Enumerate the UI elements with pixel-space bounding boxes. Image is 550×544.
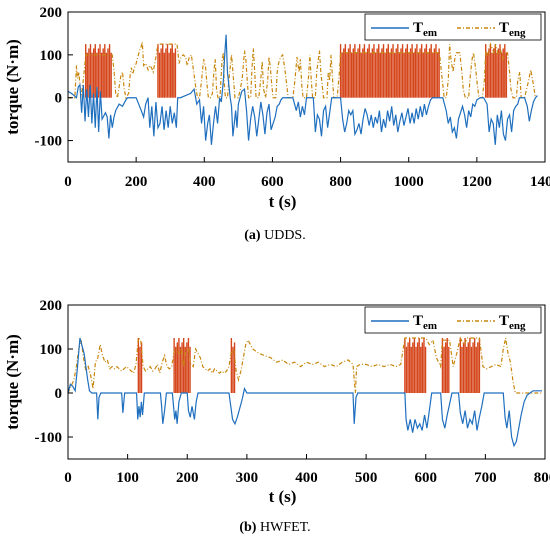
caption-letter: (a) bbox=[244, 228, 261, 243]
legend-box bbox=[364, 13, 542, 41]
x-tick-label: 200 bbox=[176, 470, 199, 486]
legend: Tem Teng bbox=[364, 306, 542, 334]
y-tick-label: 100 bbox=[40, 342, 63, 358]
x-tick-label: 400 bbox=[193, 174, 216, 190]
y-tick-label: 200 bbox=[40, 298, 63, 314]
legend-label-sub: em bbox=[423, 27, 437, 39]
caption-letter: (b) bbox=[239, 520, 257, 535]
y-tick-label: 100 bbox=[40, 48, 63, 64]
series-teng-line bbox=[68, 41, 537, 100]
y-tick-label: -100 bbox=[35, 134, 63, 150]
legend: Tem Teng bbox=[364, 13, 542, 41]
x-tick-label: 300 bbox=[236, 470, 259, 486]
plot-frame bbox=[67, 11, 546, 163]
x-tick-label: 1200 bbox=[462, 174, 492, 190]
legend-label-sub: em bbox=[423, 320, 437, 332]
series-tem-line bbox=[68, 34, 538, 145]
y-tick-label: 0 bbox=[55, 386, 63, 402]
x-tick-label: 100 bbox=[116, 470, 139, 486]
y-tick-label: 0 bbox=[55, 91, 63, 107]
x-axis-label: t (s) bbox=[269, 487, 297, 506]
caption-text: UDDS. bbox=[260, 228, 306, 243]
y-axis-label: torque (N·m) bbox=[3, 334, 22, 430]
engine-burst-group bbox=[85, 44, 508, 98]
chart-hwfet: -100 0 100 200 0 100 200 300 400 500 600 700 800 t (s… bbox=[3, 298, 550, 506]
x-tick-label: 0 bbox=[64, 470, 72, 486]
caption-hwfet: (b) HWFET. bbox=[0, 520, 550, 536]
x-tick-label: 600 bbox=[415, 470, 438, 486]
x-tick-label: 1400 bbox=[530, 174, 550, 190]
legend-label-sub: eng bbox=[509, 27, 526, 39]
x-tick-label: 800 bbox=[329, 174, 352, 190]
x-tick-label: 700 bbox=[474, 470, 497, 486]
x-tick-label: 400 bbox=[295, 470, 318, 486]
engine-burst-group bbox=[137, 338, 481, 393]
x-tick-label: 1000 bbox=[394, 174, 424, 190]
series-tem-line bbox=[68, 337, 543, 448]
y-tick-label: -100 bbox=[35, 430, 63, 446]
caption-udds: (a) UDDS. bbox=[0, 228, 550, 244]
plot-area bbox=[68, 336, 543, 448]
y-axis-label: torque (N·m) bbox=[3, 39, 22, 135]
legend-label-sub: eng bbox=[509, 320, 526, 332]
plot-area bbox=[68, 34, 538, 145]
x-tick-label: 200 bbox=[125, 174, 148, 190]
x-axis-label: t (s) bbox=[269, 192, 297, 211]
x-tick-label: 500 bbox=[355, 470, 378, 486]
x-tick-label: 600 bbox=[261, 174, 284, 190]
y-tick-label: 200 bbox=[40, 5, 63, 21]
caption-text: HWFET. bbox=[256, 520, 311, 535]
x-tick-label: 800 bbox=[534, 470, 550, 486]
chart-udds: -100 0 100 200 0 200 400 600 800 1000 1200 1400 t (s… bbox=[3, 5, 550, 211]
legend-box bbox=[364, 306, 542, 334]
x-tick-label: 0 bbox=[64, 174, 72, 190]
